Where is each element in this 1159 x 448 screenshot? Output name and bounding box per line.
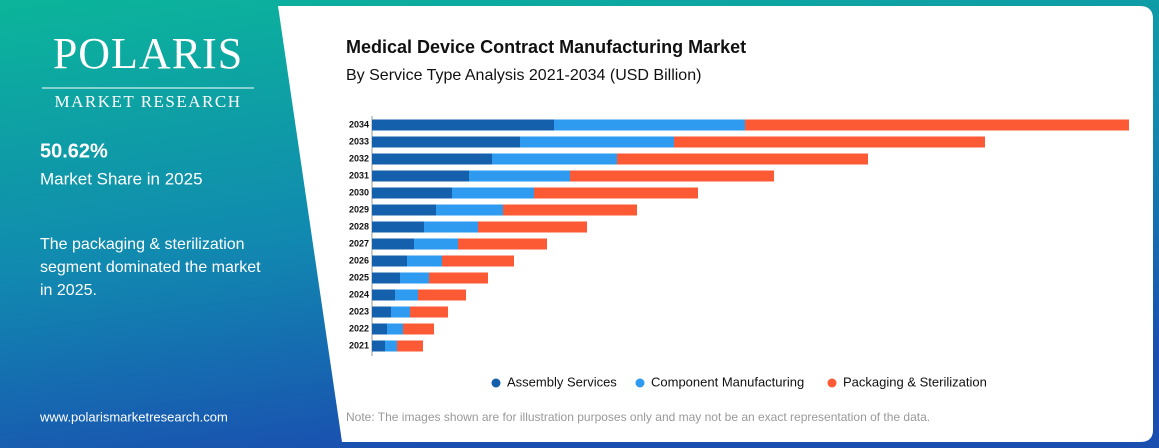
bar-segment <box>372 187 452 199</box>
y-tick-label: 2028 <box>349 221 369 231</box>
bar-segment <box>372 119 554 131</box>
y-tick-label: 2023 <box>349 306 369 316</box>
chart-title: Medical Device Contract Manufacturing Ma… <box>346 37 746 57</box>
bar-segment <box>554 119 745 131</box>
legend-marker <box>635 378 645 388</box>
bar-segment <box>372 272 400 284</box>
bar-segment <box>372 289 395 301</box>
summary-line: segment dominated the market <box>40 259 261 276</box>
bar-segment <box>410 306 448 318</box>
bar-segment <box>520 136 674 148</box>
bar-segment <box>372 153 492 165</box>
bar-segment <box>403 323 434 335</box>
summary-line: in 2025. <box>40 282 97 299</box>
bar-segment <box>397 340 423 352</box>
bar-segment <box>458 238 547 250</box>
chart-subtitle: By Service Type Analysis 2021-2034 (USD … <box>346 67 701 84</box>
bar-segment <box>674 136 985 148</box>
highlight-label: Market Share in 2025 <box>40 169 203 188</box>
y-tick-label: 2032 <box>349 153 369 163</box>
brand-name: POLARIS <box>53 29 243 78</box>
bar-segment <box>400 272 429 284</box>
highlight-value: 50.62% <box>40 140 108 162</box>
card <box>278 6 1153 442</box>
bar-segment <box>617 153 868 165</box>
legend-marker <box>827 378 837 388</box>
bar-segment <box>429 272 488 284</box>
bar-segment <box>452 187 534 199</box>
bar-segment <box>414 238 458 250</box>
y-tick-label: 2025 <box>349 272 369 282</box>
bar-segment <box>372 238 414 250</box>
brand-tagline: MARKET RESEARCH <box>54 92 241 111</box>
summary-line: The packaging & sterilization <box>40 236 245 253</box>
y-tick-label: 2027 <box>349 238 369 248</box>
bar-segment <box>418 289 466 301</box>
legend-label: Component Manufacturing <box>651 374 804 389</box>
bar-segment <box>395 289 418 301</box>
y-tick-label: 2022 <box>349 323 369 333</box>
bar-segment <box>478 221 587 233</box>
bar-segment <box>372 340 385 352</box>
plot: 2021 2022 2023 2024 2025 2026 2027 2028 2029 2030… <box>349 119 1129 389</box>
bar-segment <box>534 187 698 199</box>
bar-segment <box>372 136 520 148</box>
summary: The packaging & sterilization segment dom… <box>40 236 261 299</box>
y-tick-label: 2024 <box>349 289 369 299</box>
bar-segment <box>424 221 478 233</box>
bar-segment <box>745 119 1129 131</box>
bar-segment <box>385 340 397 352</box>
bar-segment <box>372 306 391 318</box>
legend-marker <box>491 378 501 388</box>
bar-segment <box>372 204 436 216</box>
bar-segment <box>387 323 403 335</box>
bar-segment <box>436 204 503 216</box>
bar-segment <box>570 170 774 182</box>
bar-segment <box>372 170 469 182</box>
y-tick-label: 2021 <box>349 340 369 350</box>
note: Note: The images shown are for illustrat… <box>346 410 930 424</box>
legend-label: Assembly Services <box>507 374 617 389</box>
bar-segment <box>492 153 617 165</box>
bar-segment <box>391 306 410 318</box>
bar-segment <box>469 170 570 182</box>
bar-segment <box>503 204 637 216</box>
legend-label: Packaging & Sterilization <box>843 374 987 389</box>
y-tick-label: 2034 <box>349 119 369 129</box>
y-tick-label: 2029 <box>349 204 369 214</box>
bar-segment <box>372 255 407 267</box>
url: www.polarismarketresearch.com <box>39 409 228 424</box>
y-tick-label: 2026 <box>349 255 369 265</box>
y-tick-label: 2033 <box>349 136 369 146</box>
bar-segment <box>442 255 514 267</box>
y-tick-label: 2030 <box>349 187 369 197</box>
bar-segment <box>372 323 387 335</box>
y-tick-label: 2031 <box>349 170 369 180</box>
bar-segment <box>372 221 424 233</box>
bar-segment <box>407 255 442 267</box>
